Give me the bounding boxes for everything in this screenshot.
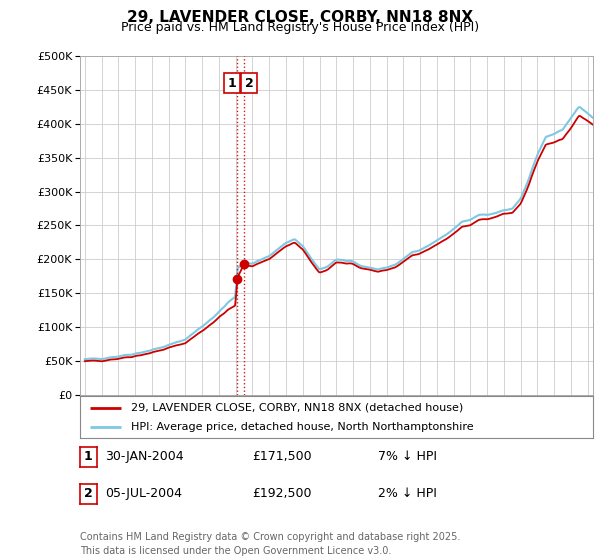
Text: 2% ↓ HPI: 2% ↓ HPI bbox=[378, 487, 437, 501]
Text: HPI: Average price, detached house, North Northamptonshire: HPI: Average price, detached house, Nort… bbox=[131, 422, 474, 432]
Text: 05-JUL-2004: 05-JUL-2004 bbox=[105, 487, 182, 501]
Text: 29, LAVENDER CLOSE, CORBY, NN18 8NX: 29, LAVENDER CLOSE, CORBY, NN18 8NX bbox=[127, 10, 473, 25]
Text: 7% ↓ HPI: 7% ↓ HPI bbox=[378, 450, 437, 464]
Text: £192,500: £192,500 bbox=[252, 487, 311, 501]
Text: Contains HM Land Registry data © Crown copyright and database right 2025.
This d: Contains HM Land Registry data © Crown c… bbox=[80, 533, 460, 556]
Text: 2: 2 bbox=[245, 77, 254, 90]
Text: 29, LAVENDER CLOSE, CORBY, NN18 8NX (detached house): 29, LAVENDER CLOSE, CORBY, NN18 8NX (det… bbox=[131, 403, 463, 413]
Text: £171,500: £171,500 bbox=[252, 450, 311, 464]
Text: 1: 1 bbox=[227, 77, 236, 90]
Text: 1: 1 bbox=[84, 450, 92, 464]
Text: Price paid vs. HM Land Registry's House Price Index (HPI): Price paid vs. HM Land Registry's House … bbox=[121, 21, 479, 34]
Text: 30-JAN-2004: 30-JAN-2004 bbox=[105, 450, 184, 464]
Text: 2: 2 bbox=[84, 487, 92, 501]
